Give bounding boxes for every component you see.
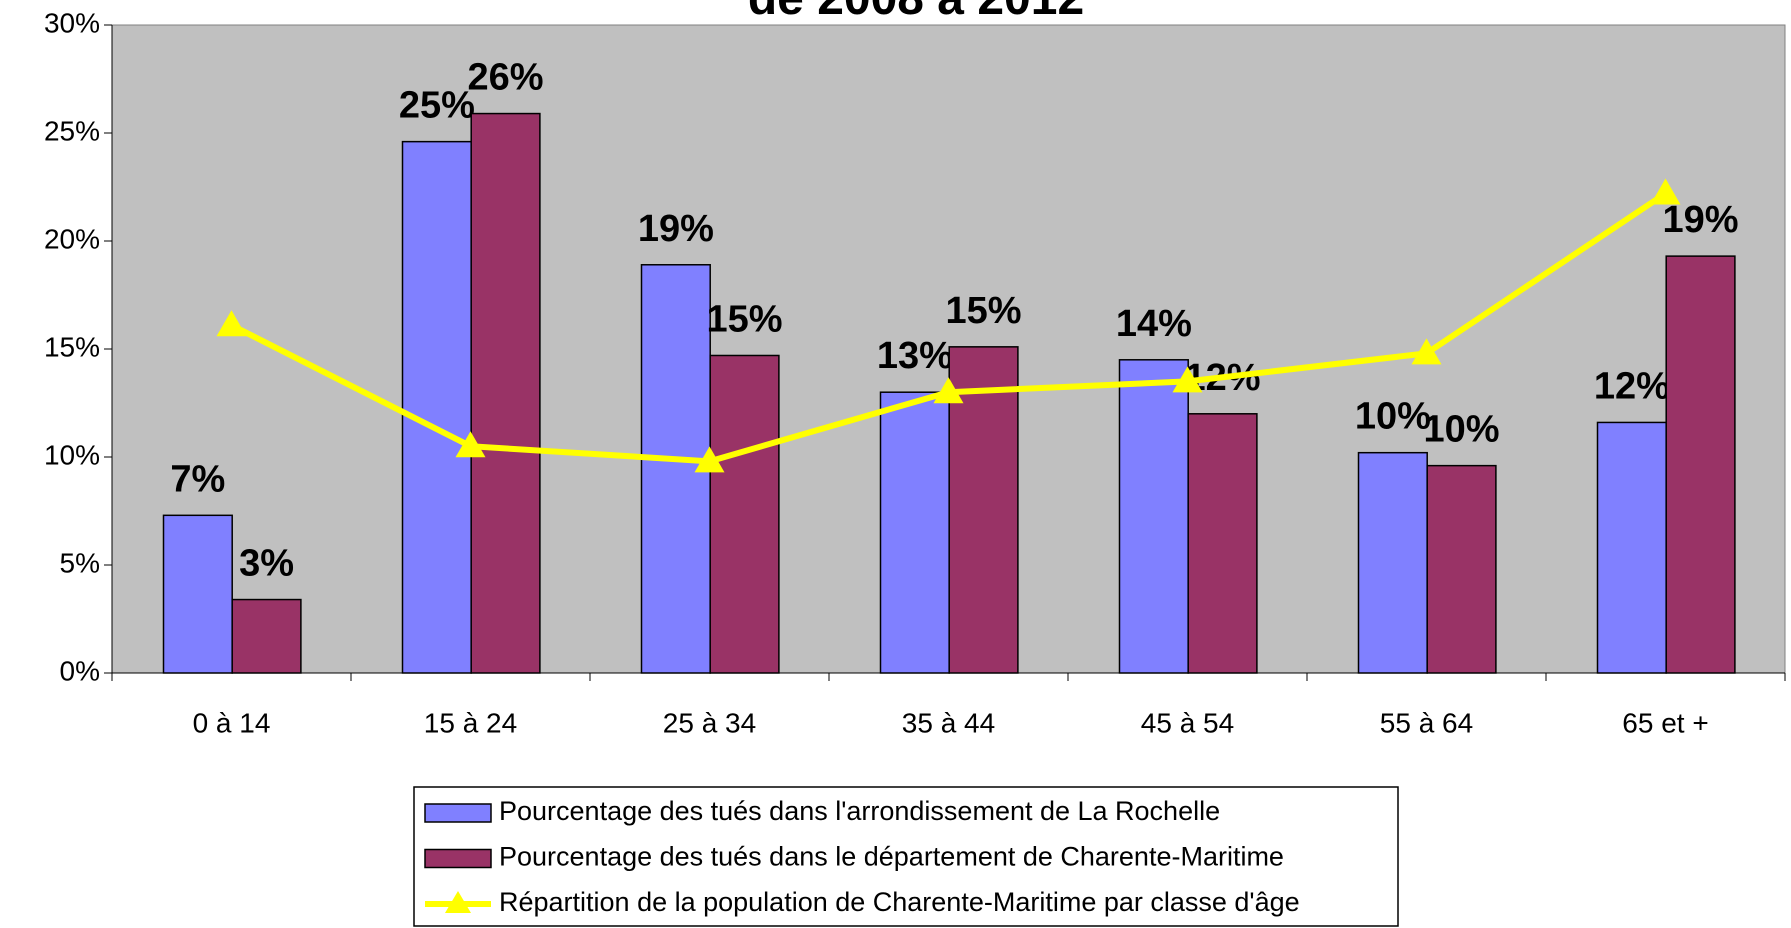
legend-label: Pourcentage des tués dans le département… xyxy=(499,842,1284,872)
bar xyxy=(1118,359,1189,674)
bar xyxy=(879,391,950,674)
x-tick-label: 45 à 54 xyxy=(1141,707,1234,738)
y-tick-label: 10% xyxy=(44,439,100,470)
legend-swatch xyxy=(424,803,492,823)
data-label: 19% xyxy=(1663,199,1739,241)
y-tick-label: 5% xyxy=(60,547,100,578)
y-tick-label: 0% xyxy=(60,655,100,686)
data-label: 7% xyxy=(170,458,225,500)
data-label: 10% xyxy=(1424,409,1500,451)
line-marker xyxy=(1650,178,1681,205)
x-tick-label: 25 à 34 xyxy=(663,707,756,738)
legend-swatch xyxy=(424,848,492,869)
x-tick-label: 0 à 14 xyxy=(193,707,271,738)
data-label: 25% xyxy=(399,85,475,127)
x-tick-label: 15 à 24 xyxy=(424,707,517,738)
data-label: 13% xyxy=(877,335,953,377)
bar xyxy=(401,140,472,674)
legend xyxy=(413,786,1399,927)
bar xyxy=(162,514,233,674)
legend-label: Pourcentage des tués dans l'arrondisseme… xyxy=(499,796,1220,826)
bar xyxy=(1426,464,1497,674)
data-label: 19% xyxy=(638,208,714,250)
legend-marker xyxy=(445,891,471,913)
data-label: 14% xyxy=(1116,303,1192,345)
data-label: 10% xyxy=(1355,396,1431,438)
bar xyxy=(1187,413,1258,674)
bar xyxy=(231,598,302,674)
legend-label: Répartition de la population de Charente… xyxy=(499,887,1300,917)
y-tick-label: 20% xyxy=(44,223,100,254)
line-marker xyxy=(216,310,247,337)
bar xyxy=(709,354,780,674)
line-marker xyxy=(1172,366,1203,393)
bar xyxy=(470,112,541,674)
data-label: 15% xyxy=(946,290,1022,332)
bar xyxy=(948,346,1019,674)
y-tick-label: 30% xyxy=(44,7,100,38)
data-label: 12% xyxy=(1594,365,1670,407)
line-marker xyxy=(933,377,964,404)
chart-title: de 2008 à 2012 xyxy=(748,0,1084,25)
line-marker xyxy=(1411,338,1442,365)
line-marker xyxy=(694,446,725,473)
x-tick-label: 35 à 44 xyxy=(902,707,995,738)
line-marker xyxy=(455,431,486,458)
bar xyxy=(1357,451,1428,674)
data-label: 15% xyxy=(707,299,783,341)
y-tick-label: 15% xyxy=(44,331,100,362)
y-tick-label: 25% xyxy=(44,115,100,146)
bar xyxy=(1596,421,1667,674)
x-tick-label: 65 et + xyxy=(1622,707,1708,738)
data-label: 3% xyxy=(239,543,294,585)
x-tick-label: 55 à 64 xyxy=(1380,707,1473,738)
data-label: 26% xyxy=(468,57,544,99)
bar xyxy=(1665,255,1736,674)
